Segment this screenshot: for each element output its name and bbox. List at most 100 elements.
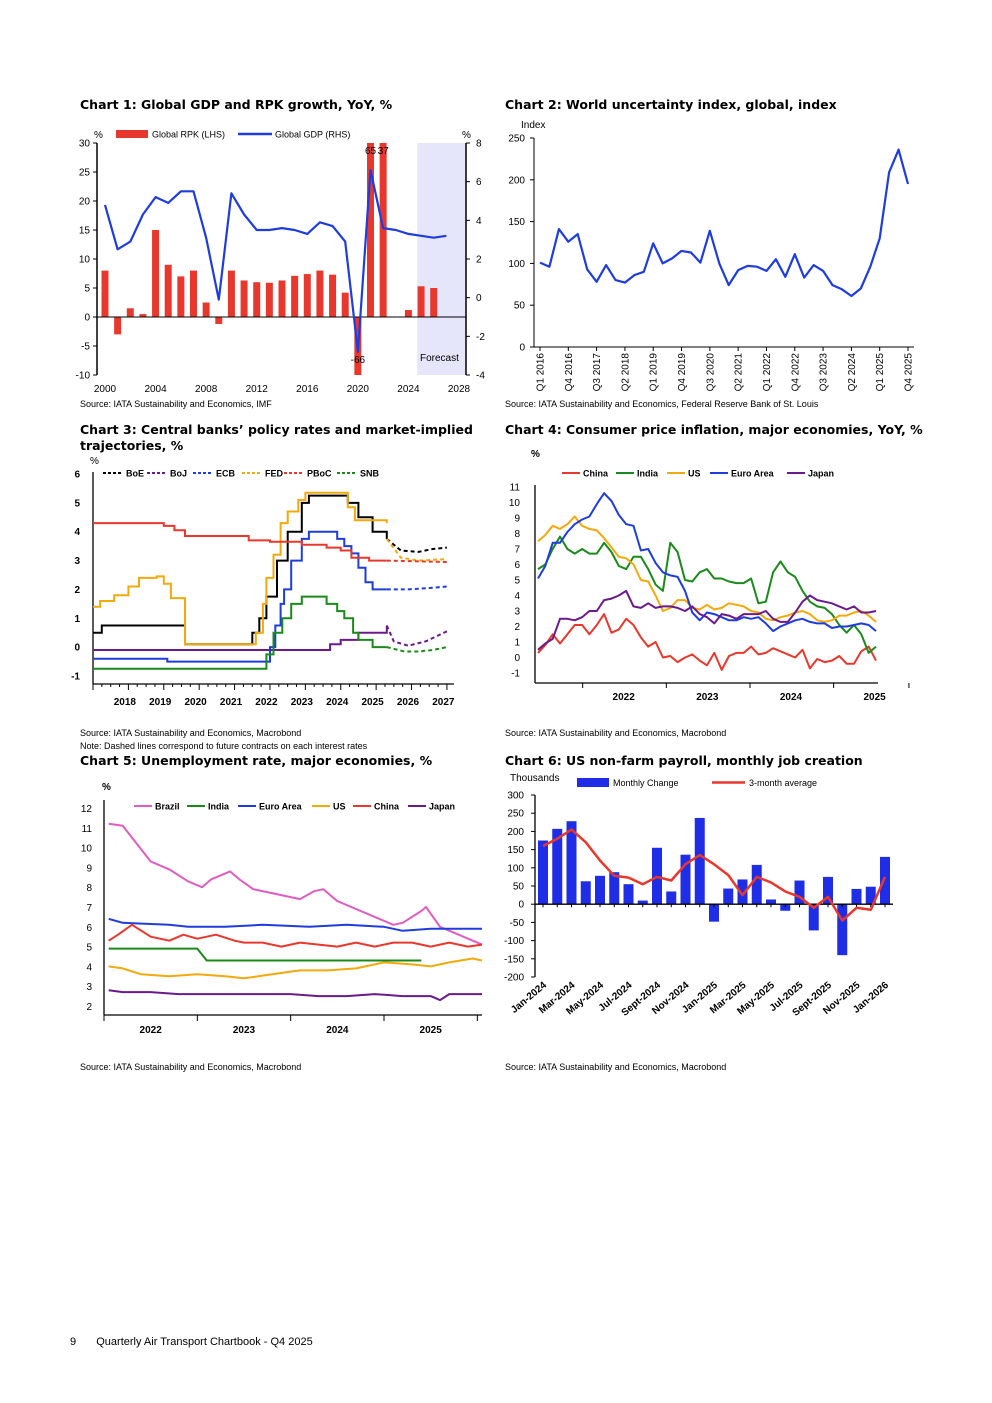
chart1-rhs-tick-label: 8 bbox=[476, 139, 482, 150]
chart6-legend-bar-label: Monthly Change bbox=[613, 778, 679, 788]
chart4-legend-label: China bbox=[583, 469, 609, 479]
chart1-lhs-tick-label: 20 bbox=[79, 197, 91, 208]
chart5-line-japan bbox=[108, 989, 482, 1002]
chart1-data-label-neg66: -66 bbox=[351, 355, 366, 366]
chart2-unit: Index bbox=[521, 120, 545, 131]
chart6-bar bbox=[595, 875, 605, 905]
chart3-line-snb bbox=[93, 595, 387, 670]
chart2-title: Chart 2: World uncertainty index, global… bbox=[505, 97, 837, 112]
chart3-y-tick-label: 3 bbox=[74, 556, 80, 567]
chart6-bar bbox=[723, 888, 734, 905]
chart2-y-tick-label: 0 bbox=[519, 343, 525, 354]
chart6-y-tick-label: -100 bbox=[504, 936, 524, 947]
chart3-source: Source: IATA Sustainability and Economic… bbox=[80, 728, 302, 738]
chart1-rpk-bar bbox=[417, 286, 425, 317]
chart4-x-tick-label: 2025 bbox=[864, 692, 887, 703]
chart3-x-tick-label: 2018 bbox=[114, 697, 137, 708]
chart5-y-tick-label: 5 bbox=[86, 943, 92, 954]
chart2-x-tick-label: Q4 2019 bbox=[677, 353, 688, 392]
chart6-bar bbox=[609, 872, 620, 905]
chart2-x-tick-label: Q4 2022 bbox=[790, 353, 801, 392]
chart2-x-tick-label: Q4 2016 bbox=[564, 353, 575, 392]
chart6-bar bbox=[566, 821, 577, 905]
chart1-x-tick-label: 2012 bbox=[246, 384, 269, 395]
chart3-y-tick-label: -1 bbox=[71, 672, 80, 683]
chart3-legend-label: FED bbox=[265, 469, 284, 479]
chart3-x-tick-label: 2019 bbox=[149, 697, 172, 708]
chart3-line-pboc bbox=[93, 522, 387, 562]
chart2-x-tick-label: Q3 2020 bbox=[705, 353, 716, 392]
chart4-legend-label: Japan bbox=[808, 469, 834, 479]
chart3-legend-label: PBoC bbox=[307, 469, 332, 479]
chart2-y-tick-label: 150 bbox=[508, 217, 525, 228]
chart6-y-tick-label: 50 bbox=[513, 882, 525, 893]
chart2-x-tick-label: Q1 2022 bbox=[762, 353, 773, 392]
chart2-x-tick-label: Q1 2019 bbox=[649, 353, 660, 392]
chart1-data-label-37: 37 bbox=[378, 146, 390, 157]
chart1-gdp-line bbox=[103, 169, 447, 353]
chart2-y-tick-label: 50 bbox=[514, 301, 526, 312]
chart1-lhs-tick-label: 15 bbox=[79, 226, 91, 237]
chart5-y-tick-label: 9 bbox=[86, 863, 92, 874]
chart3-legend-label: BoJ bbox=[170, 469, 187, 479]
chart6-bar bbox=[865, 886, 876, 905]
chart6-y-tick-label: 100 bbox=[507, 863, 524, 874]
chart5-line-us bbox=[108, 957, 483, 980]
chart3-x-tick-label: 2027 bbox=[432, 697, 455, 708]
chart1-rpk-bar bbox=[404, 310, 412, 317]
chart3-forecast-boj bbox=[385, 625, 448, 647]
chart2-y-tick-label: 200 bbox=[508, 175, 525, 186]
chart3-x-tick-label: 2026 bbox=[397, 697, 420, 708]
chart3-x-tick-label: 2025 bbox=[361, 697, 384, 708]
chart3-forecast-snb bbox=[386, 646, 448, 653]
chart1-rhs-tick-label: -4 bbox=[476, 371, 485, 382]
chart6-bar bbox=[794, 880, 805, 905]
chart6-y-tick-label: 0 bbox=[518, 900, 524, 911]
chart3-title-line2: trajectories, % bbox=[80, 438, 184, 453]
chart1-lhs-unit: % bbox=[94, 130, 103, 141]
chart5-y-tick-label: 11 bbox=[82, 824, 93, 835]
chart1-rpk-bar bbox=[329, 274, 337, 317]
chart4-x-tick-label: 2024 bbox=[780, 692, 803, 703]
page-number: 9 bbox=[70, 1336, 77, 1348]
chart1-x-tick-label: 2024 bbox=[397, 384, 420, 395]
chart4-y-tick-label: 9 bbox=[514, 514, 520, 525]
chart2-x-tick-label: Q2 2018 bbox=[620, 353, 631, 392]
chart1-rpk-bar bbox=[367, 143, 374, 317]
chart3-x-tick-label: 2024 bbox=[326, 697, 349, 708]
chart3-x-tick-label: 2020 bbox=[185, 697, 208, 708]
chart5-x-tick-label: 2023 bbox=[233, 1025, 256, 1036]
chart5-x-tick-label: 2024 bbox=[326, 1025, 349, 1036]
chart5-y-tick-label: 6 bbox=[86, 923, 92, 934]
chart4-y-tick-label: 7 bbox=[514, 545, 520, 556]
chart1-rpk-bar bbox=[379, 143, 387, 317]
chart1-lhs-tick-label: -10 bbox=[76, 371, 91, 382]
chart6-title: Chart 6: US non-farm payroll, monthly jo… bbox=[505, 753, 863, 768]
chart1-lhs-tick-label: 25 bbox=[79, 168, 91, 179]
chart4-y-tick-label: 11 bbox=[510, 483, 521, 494]
chart6-bar bbox=[538, 840, 548, 905]
chart1-rhs-unit: % bbox=[462, 130, 471, 141]
chart6-bar bbox=[637, 900, 648, 905]
chart1-lhs-tick-label: 10 bbox=[79, 255, 91, 266]
chart1-x-tick-label: 2008 bbox=[195, 384, 218, 395]
chart4-line-china bbox=[537, 613, 877, 671]
chart6-source: Source: IATA Sustainability and Economic… bbox=[505, 1062, 727, 1072]
chart3-y-tick-label: 6 bbox=[74, 470, 80, 481]
chart1-rhs-tick-label: 6 bbox=[476, 177, 482, 188]
chart1-rpk-bar bbox=[303, 274, 311, 317]
chart6-bar bbox=[823, 876, 833, 905]
chart3-title-line1: Chart 3: Central banks’ policy rates and… bbox=[80, 422, 473, 437]
chart4-y-tick-label: 4 bbox=[514, 591, 520, 602]
chart1-rpk-bar bbox=[240, 280, 248, 317]
chart5-legend-label: Japan bbox=[429, 802, 455, 812]
chart5-line-india bbox=[108, 947, 422, 962]
chart3-legend-label: ECB bbox=[216, 469, 236, 479]
chart6-bar bbox=[737, 879, 748, 905]
chart5-y-tick-label: 7 bbox=[86, 903, 92, 914]
chart2-x-tick-label: Q3 2023 bbox=[819, 353, 830, 392]
chart1-rpk-bar bbox=[253, 282, 261, 317]
chart6-bar bbox=[880, 856, 890, 905]
chart6-bar bbox=[851, 888, 862, 905]
